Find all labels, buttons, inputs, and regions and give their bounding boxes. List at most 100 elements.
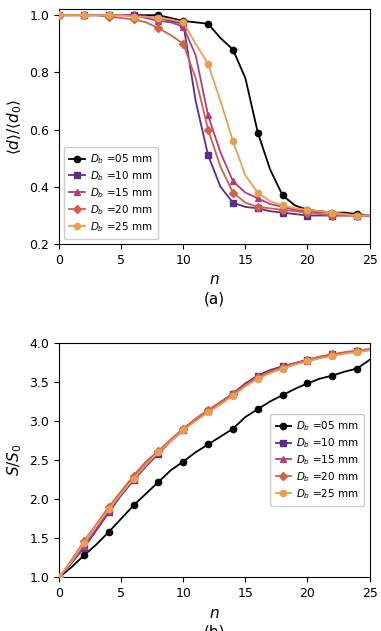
$D_b$ =10 mm: [355, 348, 359, 355]
Y-axis label: $\langle d \rangle / \langle d_0 \rangle$: $\langle d \rangle / \langle d_0 \rangle…: [5, 98, 24, 155]
$D_b$ =05 mm: [256, 129, 260, 136]
$D_b$ =05 mm: [181, 17, 186, 25]
$D_b$ =25 mm: [268, 369, 272, 377]
$D_b$ =25 mm: [156, 15, 161, 22]
$D_b$ =10 mm: [268, 208, 272, 215]
$D_b$ =15 mm: [305, 208, 310, 215]
$D_b$ =25 mm: [57, 574, 61, 581]
$D_b$ =25 mm: [131, 475, 136, 483]
$D_b$ =20 mm: [94, 11, 99, 19]
$D_b$ =10 mm: [69, 560, 74, 567]
$D_b$ =25 mm: [256, 375, 260, 382]
$D_b$ =05 mm: [94, 11, 99, 19]
$D_b$ =10 mm: [82, 11, 86, 19]
$D_b$ =10 mm: [280, 362, 285, 370]
$D_b$ =10 mm: [194, 416, 198, 423]
$D_b$ =20 mm: [181, 425, 186, 432]
$D_b$ =10 mm: [119, 492, 123, 499]
$D_b$ =10 mm: [293, 210, 297, 218]
$D_b$ =10 mm: [94, 11, 99, 19]
$D_b$ =25 mm: [82, 11, 86, 19]
$D_b$ =05 mm: [106, 528, 111, 536]
$D_b$ =05 mm: [367, 356, 372, 363]
$D_b$ =20 mm: [280, 206, 285, 213]
$D_b$ =10 mm: [206, 407, 210, 415]
$D_b$ =25 mm: [256, 189, 260, 196]
Line: $D_b$ =15 mm: $D_b$ =15 mm: [56, 12, 373, 218]
$D_b$ =05 mm: [144, 11, 148, 19]
$D_b$ =15 mm: [355, 212, 359, 220]
$D_b$ =25 mm: [293, 361, 297, 369]
$D_b$ =20 mm: [69, 11, 74, 19]
$D_b$ =05 mm: [168, 466, 173, 474]
$D_b$ =10 mm: [305, 356, 310, 363]
$D_b$ =10 mm: [231, 199, 235, 206]
$D_b$ =05 mm: [243, 413, 248, 421]
$D_b$ =25 mm: [194, 40, 198, 47]
$D_b$ =10 mm: [367, 212, 372, 220]
$D_b$ =20 mm: [218, 163, 223, 170]
$D_b$ =10 mm: [305, 212, 310, 220]
$D_b$ =15 mm: [82, 11, 86, 19]
$D_b$ =05 mm: [318, 375, 322, 382]
$D_b$ =10 mm: [131, 11, 136, 19]
$D_b$ =05 mm: [280, 192, 285, 199]
$D_b$ =20 mm: [343, 212, 347, 220]
$D_b$ =15 mm: [343, 349, 347, 357]
Text: (b): (b): [203, 624, 225, 631]
$D_b$ =25 mm: [280, 365, 285, 372]
$D_b$ =10 mm: [144, 463, 148, 470]
Line: $D_b$ =05 mm: $D_b$ =05 mm: [56, 12, 373, 218]
$D_b$ =15 mm: [305, 357, 310, 365]
$D_b$ =10 mm: [156, 15, 161, 22]
$D_b$ =05 mm: [305, 206, 310, 213]
$D_b$ =20 mm: [206, 126, 210, 133]
$D_b$ =25 mm: [156, 449, 161, 456]
$D_b$ =05 mm: [94, 541, 99, 548]
$D_b$ =10 mm: [57, 574, 61, 581]
$D_b$ =05 mm: [293, 385, 297, 392]
$D_b$ =25 mm: [194, 417, 198, 425]
$D_b$ =15 mm: [144, 460, 148, 468]
$D_b$ =05 mm: [168, 15, 173, 22]
$D_b$ =05 mm: [194, 18, 198, 26]
$D_b$ =10 mm: [106, 509, 111, 516]
$D_b$ =05 mm: [367, 212, 372, 220]
$D_b$ =15 mm: [218, 149, 223, 156]
$D_b$ =25 mm: [106, 505, 111, 513]
$D_b$ =10 mm: [206, 151, 210, 159]
$D_b$ =20 mm: [156, 24, 161, 32]
Legend: $D_b$ =05 mm, $D_b$ =10 mm, $D_b$ =15 mm, $D_b$ =20 mm, $D_b$ =25 mm: $D_b$ =05 mm, $D_b$ =10 mm, $D_b$ =15 mm…: [64, 147, 158, 239]
$D_b$ =10 mm: [168, 17, 173, 25]
$D_b$ =05 mm: [231, 45, 235, 53]
$D_b$ =05 mm: [156, 11, 161, 19]
$D_b$ =20 mm: [206, 406, 210, 414]
$D_b$ =10 mm: [330, 212, 335, 220]
$D_b$ =05 mm: [119, 11, 123, 19]
$D_b$ =10 mm: [330, 351, 335, 358]
$D_b$ =05 mm: [231, 425, 235, 432]
$D_b$ =10 mm: [94, 527, 99, 534]
$D_b$ =25 mm: [168, 16, 173, 23]
$D_b$ =20 mm: [119, 15, 123, 22]
$D_b$ =05 mm: [69, 563, 74, 571]
$D_b$ =25 mm: [330, 209, 335, 216]
$D_b$ =10 mm: [168, 437, 173, 445]
$D_b$ =25 mm: [243, 383, 248, 391]
$D_b$ =10 mm: [367, 346, 372, 353]
$D_b$ =05 mm: [194, 449, 198, 456]
$D_b$ =10 mm: [144, 13, 148, 20]
$D_b$ =20 mm: [355, 346, 359, 354]
$D_b$ =20 mm: [243, 381, 248, 389]
$D_b$ =20 mm: [119, 488, 123, 495]
$D_b$ =25 mm: [57, 11, 61, 19]
$D_b$ =05 mm: [106, 11, 111, 19]
$D_b$ =10 mm: [280, 209, 285, 216]
$D_b$ =10 mm: [318, 212, 322, 220]
$D_b$ =05 mm: [131, 11, 136, 19]
$D_b$ =25 mm: [231, 138, 235, 145]
$D_b$ =05 mm: [243, 74, 248, 82]
Text: (a): (a): [204, 291, 225, 306]
$D_b$ =25 mm: [318, 355, 322, 362]
$D_b$ =15 mm: [243, 189, 248, 196]
